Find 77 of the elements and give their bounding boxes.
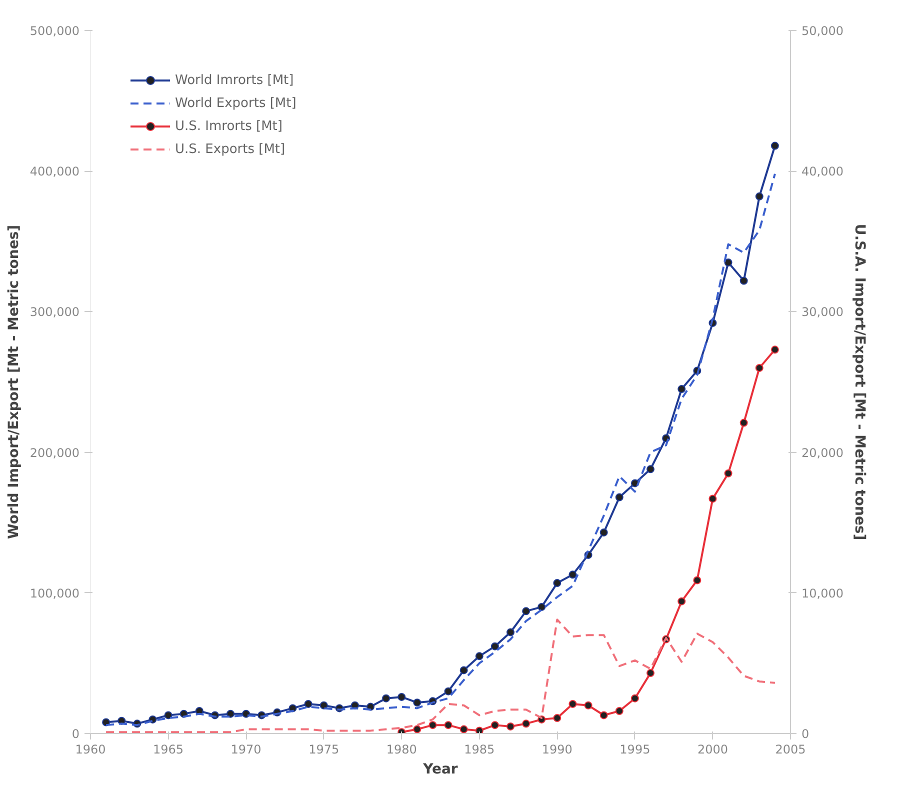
point <box>304 700 312 708</box>
x-tick-label: 1960 <box>75 742 106 756</box>
x-tick-label: 1980 <box>386 742 417 756</box>
y-axis-title: World Import/Export [Mt - Metric tones] <box>6 224 22 540</box>
point <box>630 694 639 702</box>
y-tick-label: 400,000 <box>30 164 80 179</box>
x-tick-label: 1970 <box>230 742 262 756</box>
point <box>724 258 732 266</box>
point <box>600 711 608 720</box>
y-tick-label: 200,000 <box>30 446 80 460</box>
y2-tick-label: 30,000 <box>802 305 844 320</box>
point <box>413 698 422 707</box>
y-tick-label: 500,000 <box>30 24 80 38</box>
point <box>490 721 499 730</box>
point <box>444 721 452 730</box>
x-tick-label: 1990 <box>542 742 572 756</box>
x-tick-label: 1995 <box>620 742 650 756</box>
point <box>553 579 562 588</box>
point <box>226 710 234 718</box>
legend-label: U.S. Exports [Mt] <box>175 142 286 156</box>
point <box>740 418 748 427</box>
y2-tick-label: 10,000 <box>802 586 844 600</box>
point <box>475 726 484 734</box>
y2-axis-title: U.S.A. Import/Export [Mt - Metric tones] <box>851 224 868 540</box>
point <box>490 642 499 650</box>
point <box>522 720 530 728</box>
point <box>553 714 562 722</box>
point <box>320 701 328 710</box>
point <box>460 666 468 674</box>
legend-label: World Imrorts [Mt] <box>175 72 294 88</box>
legend-label: U.S. Imrorts [Mt] <box>175 118 282 134</box>
y-tick-label: 100,000 <box>30 586 80 600</box>
point <box>755 192 764 200</box>
point <box>708 494 717 503</box>
point <box>413 725 422 734</box>
legend-label: World Exports [Mt] <box>175 96 296 110</box>
point <box>506 722 514 730</box>
point <box>646 669 654 678</box>
point <box>693 576 702 584</box>
point <box>770 142 779 150</box>
point <box>724 469 732 478</box>
point <box>755 364 764 372</box>
line-series <box>105 618 776 734</box>
y-tick-label: 0 <box>72 727 80 741</box>
point <box>770 346 779 354</box>
point <box>444 687 452 696</box>
point <box>460 725 468 734</box>
x-tick-label: 2005 <box>775 742 806 756</box>
point <box>584 701 592 710</box>
point <box>568 570 577 579</box>
x-tick-label: 1965 <box>153 742 184 756</box>
y2-tick-label: 50,000 <box>802 24 844 38</box>
point <box>615 707 624 715</box>
point <box>678 385 686 394</box>
point <box>506 628 514 636</box>
x-tick-label: 1975 <box>308 742 340 756</box>
point <box>568 700 577 708</box>
x-tick-label: 1985 <box>464 742 495 756</box>
point <box>646 465 654 474</box>
y2-tick-label: 20,000 <box>802 446 844 460</box>
point <box>522 607 530 616</box>
x-axis-title: Year <box>422 762 458 778</box>
point <box>740 276 748 285</box>
point <box>428 721 437 730</box>
point <box>382 694 390 702</box>
point <box>678 597 686 606</box>
point <box>398 692 406 701</box>
point <box>242 710 250 718</box>
point <box>475 652 484 660</box>
x-tick-label: 2000 <box>697 742 728 756</box>
point <box>164 711 172 720</box>
y2-tick-label: 40,000 <box>802 164 844 179</box>
y2-tick-label: 0 <box>802 727 810 741</box>
point <box>615 493 624 502</box>
y-tick-label: 300,000 <box>30 305 80 320</box>
point <box>600 528 608 536</box>
point <box>538 602 546 611</box>
